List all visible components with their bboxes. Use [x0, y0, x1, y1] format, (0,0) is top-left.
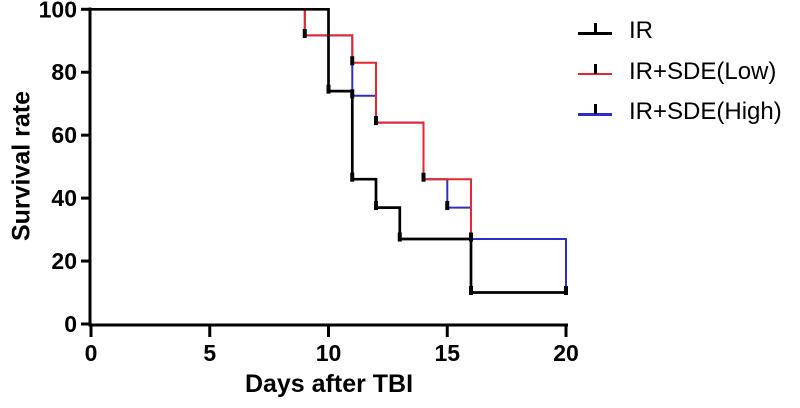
event-marker-ir-sde-high [445, 201, 450, 211]
y-tick-label: 80 [51, 59, 77, 85]
event-marker-ir-sde-low [302, 28, 307, 38]
legend-line-icon [578, 72, 612, 76]
legend-item-ir-sde-high: IR+SDE(High) [578, 92, 782, 133]
y-axis-title: Survival rate [7, 90, 36, 242]
event-marker-ir-sde-low [350, 56, 355, 66]
legend-swatch-ir-sde-high [578, 104, 612, 118]
event-marker-ir [469, 286, 473, 296]
x-tick-label: 15 [434, 340, 460, 366]
legend-item-ir-sde-low: IR+SDE(Low) [578, 52, 782, 93]
event-marker-ir [326, 84, 331, 94]
x-tick-label: 20 [553, 340, 579, 366]
x-tick-label: 10 [316, 340, 342, 366]
legend-label: IR [629, 17, 653, 45]
x-axis-title: Days after TBI [244, 370, 414, 398]
event-marker-ir [350, 172, 355, 182]
event-marker-ir-sde-low [421, 172, 426, 182]
event-marker-ir-sde-low [469, 232, 473, 242]
legend-item-ir: IR [578, 11, 782, 52]
y-tick-label: 100 [39, 0, 77, 22]
legend-swatch-ir [578, 23, 612, 37]
legend-swatch-ir-sde-low [578, 63, 612, 78]
y-tick-label: 0 [64, 311, 77, 337]
legend-label: IR+SDE(High) [629, 98, 782, 126]
legend-line-icon [578, 113, 612, 116]
legend-line-icon [578, 32, 612, 35]
survival-curve-ir [91, 7, 566, 294]
survival-curve-ir-sde-low [91, 8, 472, 239]
censor-tick-icon [593, 63, 597, 74]
y-tick-label: 60 [51, 122, 77, 148]
event-marker-ir [374, 201, 378, 211]
legend-label: IR+SDE(Low) [629, 57, 777, 85]
y-tick-label: 40 [51, 185, 77, 211]
x-tick-label: 5 [203, 340, 216, 366]
event-marker-ir-sde-low [374, 116, 378, 126]
event-marker-ir [397, 232, 402, 242]
legend: IR IR+SDE(Low) IR+SDE(High) [578, 11, 782, 133]
x-tick-label: 0 [85, 340, 98, 366]
event-marker-ir [564, 286, 568, 296]
censor-tick-icon [593, 23, 597, 34]
event-marker-ir-sde-high [350, 89, 355, 99]
y-tick-label: 20 [51, 248, 77, 274]
censor-tick-icon [593, 104, 597, 115]
